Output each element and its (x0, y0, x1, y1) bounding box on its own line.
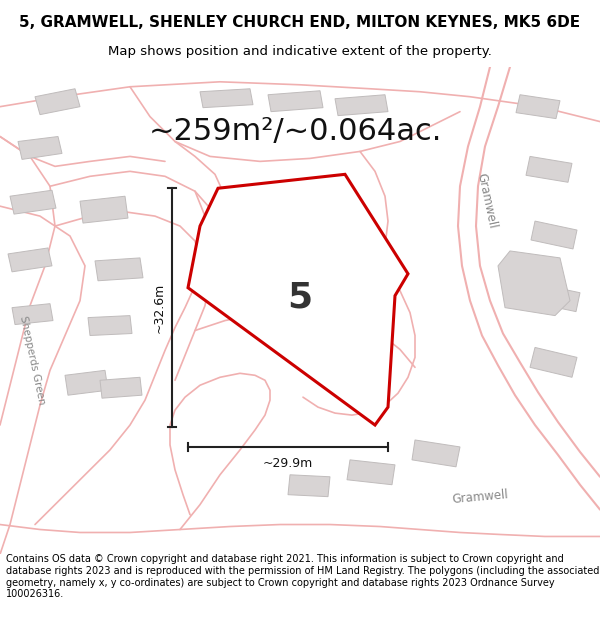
Polygon shape (516, 95, 560, 119)
Polygon shape (88, 316, 132, 336)
Polygon shape (100, 378, 142, 398)
Polygon shape (347, 460, 395, 485)
Polygon shape (288, 475, 330, 497)
Text: 5, GRAMWELL, SHENLEY CHURCH END, MILTON KEYNES, MK5 6DE: 5, GRAMWELL, SHENLEY CHURCH END, MILTON … (19, 15, 581, 30)
Polygon shape (10, 190, 56, 214)
Text: Gramwell: Gramwell (475, 173, 499, 230)
Polygon shape (335, 95, 388, 116)
Polygon shape (8, 248, 52, 272)
Polygon shape (200, 89, 253, 107)
Text: Shepperds Green: Shepperds Green (18, 315, 46, 406)
Polygon shape (35, 89, 80, 114)
Text: ~29.9m: ~29.9m (263, 457, 313, 470)
Polygon shape (530, 348, 577, 378)
Text: Contains OS data © Crown copyright and database right 2021. This information is : Contains OS data © Crown copyright and d… (6, 554, 599, 599)
Text: Gramwell: Gramwell (451, 488, 509, 506)
Polygon shape (498, 251, 570, 316)
Polygon shape (95, 258, 143, 281)
Polygon shape (526, 156, 572, 182)
Text: Map shows position and indicative extent of the property.: Map shows position and indicative extent… (108, 46, 492, 59)
Text: ~32.6m: ~32.6m (153, 282, 166, 332)
Text: ~259m²/~0.064ac.: ~259m²/~0.064ac. (148, 117, 442, 146)
Text: 5: 5 (287, 281, 313, 315)
Polygon shape (80, 196, 128, 223)
Polygon shape (531, 221, 577, 249)
Polygon shape (533, 284, 580, 312)
Polygon shape (188, 174, 408, 425)
Polygon shape (65, 371, 108, 395)
Polygon shape (268, 91, 323, 112)
Polygon shape (412, 440, 460, 467)
Polygon shape (18, 136, 62, 159)
Polygon shape (12, 304, 53, 324)
